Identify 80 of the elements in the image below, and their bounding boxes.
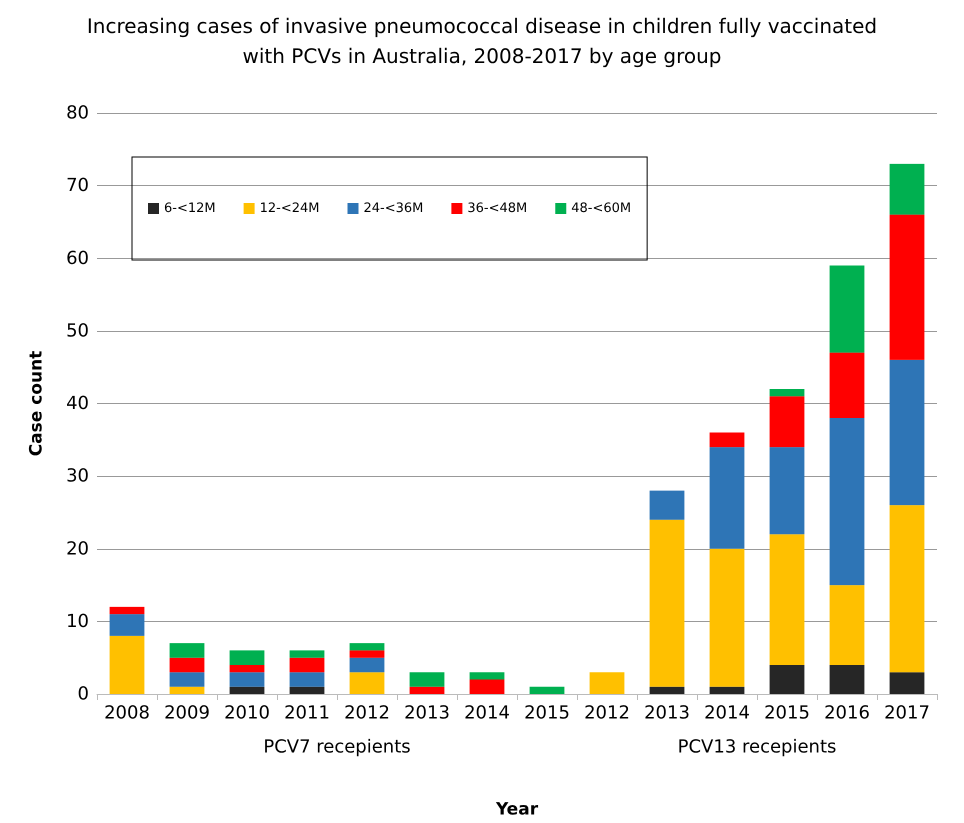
bar	[770, 534, 804, 665]
bar	[770, 396, 804, 448]
bar	[290, 658, 324, 672]
bar	[110, 636, 144, 694]
bar	[470, 679, 504, 694]
legend-label: 24-<36M	[363, 201, 424, 216]
bar	[410, 672, 444, 687]
y-axis-title: Case count	[26, 350, 46, 456]
bar	[830, 352, 864, 418]
text: PCV7 recepients	[263, 736, 411, 758]
bar	[230, 650, 264, 665]
bar	[830, 664, 864, 694]
y-tick-label: 0	[78, 684, 89, 704]
bar	[170, 686, 204, 694]
bar	[650, 686, 684, 694]
x-tick-label: 2013	[404, 702, 450, 724]
x-tick-label: 2010	[224, 702, 270, 724]
bar	[770, 664, 804, 694]
bar	[650, 490, 684, 520]
x-tick-label: 2016	[824, 702, 870, 724]
bar	[530, 686, 564, 694]
y-tick-label: 10	[66, 610, 89, 632]
legend-label: 12-<24M	[260, 201, 320, 216]
bar	[710, 447, 744, 549]
bar	[710, 686, 744, 694]
x-tick-label: 2009	[164, 702, 210, 724]
bar	[110, 614, 144, 636]
bar	[290, 686, 324, 694]
bar	[110, 606, 144, 614]
bar	[470, 672, 504, 680]
bar	[890, 672, 924, 694]
x-tick-label: 2012	[584, 702, 630, 724]
legend-label: 48-<60M	[571, 201, 632, 216]
bar	[350, 658, 384, 672]
y-tick-label: 40	[66, 393, 89, 414]
bar	[890, 214, 924, 360]
x-tick-label: 2012	[344, 702, 390, 724]
bar	[770, 447, 804, 534]
x-axis-title: Year	[494, 800, 539, 820]
y-tick-label: 60	[66, 248, 89, 269]
bar	[710, 432, 744, 448]
y-tick-label: 80	[66, 102, 89, 124]
x-tick-label: 2008	[104, 702, 150, 724]
y-tick-label: 50	[66, 320, 89, 342]
bar	[770, 388, 804, 396]
bar	[590, 672, 624, 694]
chart-title: Increasing cases of invasive pneumococcal disease in children fully vaccinated with PCVs in Australia, 2008-2017 by age group	[86, 14, 878, 68]
bar	[830, 418, 864, 586]
bar	[350, 650, 384, 658]
bar	[350, 643, 384, 650]
x-tick-label: 2015	[524, 702, 570, 724]
bar	[170, 643, 204, 658]
x-tick-label: 2014	[704, 702, 750, 724]
bar	[890, 164, 924, 215]
bar	[890, 505, 924, 672]
bar	[170, 672, 204, 687]
bar	[230, 664, 264, 672]
bar	[830, 266, 864, 353]
x-tick-label: 2017	[884, 702, 930, 724]
x-tick-label: 2014	[464, 702, 510, 724]
bar	[650, 520, 684, 687]
legend-label: 6-<12M	[164, 201, 216, 216]
bar	[350, 672, 384, 694]
bar	[290, 650, 324, 658]
bar	[890, 360, 924, 506]
bar	[290, 672, 324, 687]
bar	[830, 585, 864, 665]
x-tick-label: 2011	[284, 702, 330, 724]
bar	[230, 686, 264, 694]
x-tick-label: 2015	[764, 702, 810, 724]
bar	[170, 658, 204, 672]
legend-label: 36-<48M	[467, 201, 528, 216]
y-tick-label: 70	[66, 175, 89, 196]
bar	[230, 672, 264, 687]
x-tick-label: 2013	[644, 702, 690, 724]
y-tick-label: 20	[66, 538, 89, 560]
bar	[710, 548, 744, 687]
bar	[410, 686, 444, 694]
text: PCV13 recepients	[678, 736, 836, 758]
y-tick-label: 30	[66, 466, 89, 487]
